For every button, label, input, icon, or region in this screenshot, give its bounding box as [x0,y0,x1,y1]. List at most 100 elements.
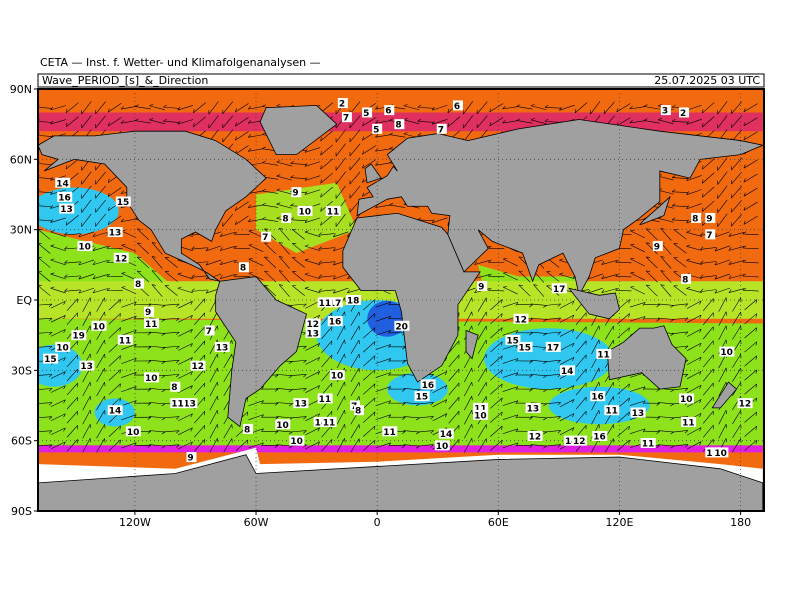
direction-arrow [304,175,321,181]
direction-arrow [209,424,219,439]
direction-arrow [178,343,193,351]
direction-arrow [448,439,460,452]
period-label: 10 [145,374,158,384]
direction-arrow [290,374,307,378]
direction-arrow [78,231,95,238]
direction-arrow [417,402,434,406]
direction-arrow [728,274,745,279]
direction-arrow [262,402,279,406]
label-box [705,212,716,223]
direction-arrow [464,424,473,439]
direction-arrow [50,105,66,111]
period-label: 2 [339,100,345,110]
period-label: 16 [591,393,604,403]
land [342,212,481,383]
direction-arrow [375,414,392,421]
direction-arrow [502,330,519,336]
direction-arrow [731,214,742,227]
label-box [572,435,588,446]
label-box [305,318,321,329]
direction-arrow [731,101,742,115]
direction-arrow [389,445,406,449]
direction-arrow [164,285,178,296]
direction-arrow [178,314,193,323]
direction-arrow [516,416,533,420]
direction-arrow [477,339,487,354]
period-label: 10 [680,395,693,405]
period-label: 11 [706,449,719,459]
direction-arrow [321,439,333,452]
direction-arrow [518,270,531,283]
direction-arrow [591,325,600,341]
direction-arrow [601,274,618,279]
direction-arrow [50,286,66,294]
period-label: 11 [145,320,158,330]
direction-arrow [350,382,360,397]
direction-arrow [50,217,66,223]
direction-arrow [335,129,346,143]
direction-arrow [702,298,714,312]
direction-arrow [82,381,92,397]
direction-arrow [66,396,78,410]
direction-arrow [718,367,728,383]
direction-arrow [389,202,406,208]
direction-arrow [136,228,150,241]
direction-arrow [701,116,715,128]
direction-arrow [209,353,219,369]
direction-arrow [657,430,675,435]
direction-arrow [304,230,321,237]
direction-arrow [349,213,361,227]
direction-arrow [714,287,731,294]
ocean-green [256,182,357,254]
period-label: 10 [93,322,106,332]
direction-arrow [276,430,293,435]
period-label: 11 [605,407,618,417]
direction-arrow [65,158,79,170]
direction-arrow [559,272,575,280]
direction-arrow [108,425,121,437]
direction-arrow [164,271,178,282]
direction-arrow [222,213,234,227]
label-box [345,295,361,305]
direction-arrow [700,274,717,278]
direction-arrow [477,311,487,326]
direction-arrow [488,245,505,249]
direction-arrow [657,402,675,407]
direction-arrow [178,329,193,337]
direction-arrow [616,103,631,113]
direction-arrow [743,159,758,169]
direction-arrow [544,416,561,420]
direction-arrow [559,413,575,422]
direction-arrow [530,103,547,111]
direction-arrow [389,402,406,406]
direction-arrow [335,171,346,185]
direction-arrow [151,270,163,283]
period-label: 17 [329,299,342,309]
direction-arrow [108,299,121,311]
label-box [125,426,141,437]
label-box [719,346,735,357]
direction-arrow [64,232,81,236]
direction-arrow [559,104,575,111]
land [259,105,338,156]
period-label: 11 [327,207,340,217]
direction-arrow [417,416,434,420]
direction-arrow [362,313,376,325]
direction-arrow [96,297,106,312]
direction-arrow [81,185,92,199]
direction-arrow [96,339,106,354]
direction-arrow [320,186,334,198]
direction-arrow [177,105,194,111]
label-box [115,196,131,207]
direction-arrow [222,101,234,115]
direction-arrow [717,213,728,227]
direction-arrow [262,416,279,420]
direction-arrow [488,259,505,264]
direction-arrow [503,272,518,281]
direction-arrow [151,256,163,269]
date: 25.07.2025 03 UTC [654,74,760,87]
direction-arrow [617,313,630,325]
direction-arrow [403,444,420,449]
label-box [660,105,671,116]
label-box [144,372,160,383]
